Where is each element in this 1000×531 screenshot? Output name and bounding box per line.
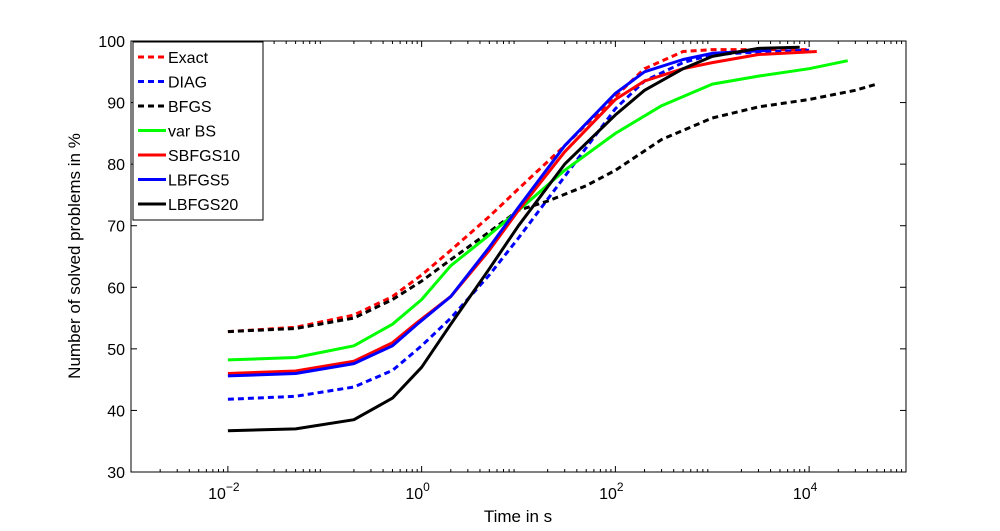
legend: Exact DIAG BFGS var BS SBFGS10 LBFGS5 LBFGS20 [132, 41, 264, 221]
x-tick-label: 100 [405, 480, 430, 503]
series-layer [227, 45, 878, 433]
series-line-lbfgs20 [227, 45, 800, 433]
legend-label-bfgs: BFGS [168, 99, 212, 116]
x-tick-label: 10−2 [208, 480, 240, 503]
y-tick-label: 100 [98, 34, 125, 51]
y-tick-label: 80 [107, 157, 125, 174]
legend-label-exact: Exact [168, 50, 209, 67]
x-tick-label: 102 [599, 480, 624, 503]
y-axis-title: Number of solved problems in % [65, 133, 84, 379]
plot-frame [130, 40, 907, 473]
y-tick-label: 40 [107, 403, 125, 420]
legend-label-diag: DIAG [168, 75, 207, 92]
y-tick-label: 50 [107, 342, 125, 359]
x-axis-title: Time in s [484, 507, 552, 526]
legend-label-var-bs: var BS [168, 124, 216, 141]
tick-layer: 30 40 50 60 70 80 90 100 10−2 100 102 104 [98, 34, 906, 503]
series-line-bfgs [227, 82, 878, 334]
series-line-sbfgs10 [227, 50, 817, 375]
legend-label-lbfgs20: LBFGS20 [168, 197, 238, 214]
y-tick-label: 30 [107, 465, 125, 482]
series-line-lbfgs5 [227, 48, 771, 378]
y-tick-label: 60 [107, 280, 125, 297]
legend-label-lbfgs5: LBFGS5 [168, 173, 229, 190]
series-line-diag [227, 48, 810, 401]
x-tick-label: 104 [793, 480, 818, 503]
y-tick-label: 90 [107, 96, 125, 113]
y-tick-label: 70 [107, 219, 125, 236]
legend-label-sbfgs10: SBFGS10 [168, 148, 240, 165]
series-line-exact [227, 48, 810, 334]
